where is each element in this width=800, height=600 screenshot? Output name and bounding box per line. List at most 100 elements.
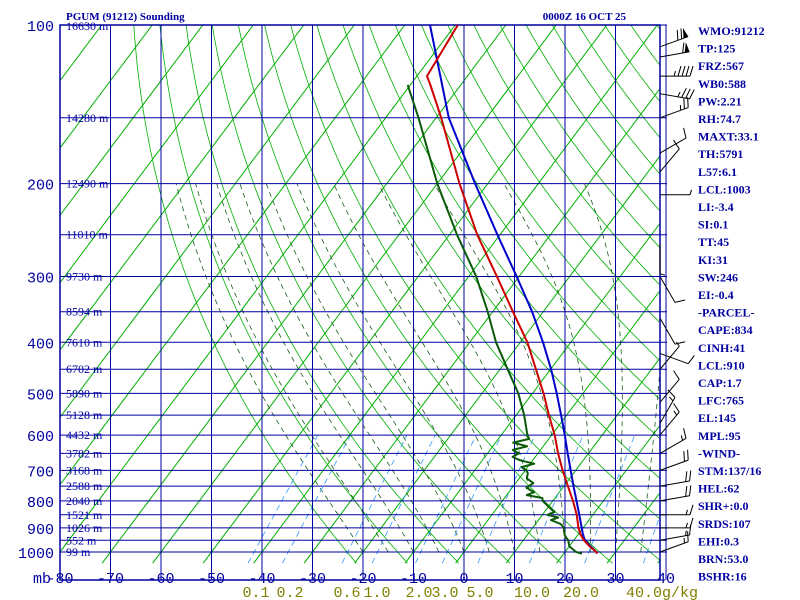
- temperature-tick-label: 20: [556, 571, 574, 588]
- isotherm-line: [60, 25, 456, 553]
- index-value: SRDS:107: [698, 517, 751, 531]
- pressure-tick-label: 700: [27, 464, 54, 481]
- wind-barb: [660, 504, 694, 516]
- isotherm-line: [152, 25, 557, 564]
- index-value: MAXT:33.1: [698, 130, 759, 144]
- dry-adiabat: [316, 25, 660, 520]
- wind-barb: [659, 403, 680, 436]
- plot-frame: [59, 24, 667, 581]
- pressure-tick-label: 800: [27, 495, 54, 512]
- index-value: PW:2.21: [698, 94, 742, 108]
- height-label: 1521 m: [66, 508, 103, 522]
- temperature-tick-label: -50: [198, 571, 225, 588]
- temperature-tick-label: -30: [299, 571, 326, 588]
- dry-adiabat: [237, 25, 562, 564]
- pressure-tick-label: 1000: [18, 546, 54, 563]
- index-value: WB0:588: [698, 77, 746, 91]
- pressure-tick-label: 600: [27, 429, 54, 446]
- index-value: RH:74.7: [698, 112, 741, 126]
- index-value: SW:246: [698, 270, 738, 284]
- index-value: LFC:765: [698, 394, 744, 408]
- index-value: CINH:41: [698, 341, 745, 355]
- height-label: 14280 m: [66, 111, 109, 125]
- wind-barb: [660, 517, 694, 529]
- isotherm-line: [455, 289, 660, 564]
- index-value: CAP:1.7: [698, 376, 742, 390]
- wind-barb: [660, 189, 692, 196]
- wind-barb: [659, 97, 689, 119]
- dry-adiabat: [473, 25, 660, 286]
- dry-adiabat: [368, 25, 660, 440]
- mixing-ratio-label: 0.1: [242, 585, 269, 600]
- index-value: BRN:53.0: [698, 552, 748, 566]
- dry-adiabat: [159, 25, 408, 564]
- frame-border: [59, 24, 661, 581]
- index-value: EHI:0.3: [698, 534, 739, 548]
- index-value: MPL:95: [698, 429, 741, 443]
- wind-barb: [659, 370, 680, 403]
- isotherm-line: [759, 13, 800, 563]
- isotherm-line: [60, 25, 355, 419]
- mixing-ratio-label: 10.0: [514, 585, 550, 600]
- mixing-ratio-line: [477, 434, 536, 564]
- dry-adiabat: [290, 25, 660, 561]
- index-value: TH:5791: [698, 147, 743, 161]
- wind-barbs: [659, 25, 695, 580]
- height-label: 5890 m: [66, 386, 103, 400]
- pressure-tick-label: 100: [27, 19, 54, 36]
- isotherm-line: [556, 424, 660, 564]
- height-labels: 16630 m 14280 m 12490 m 11010 m 9730 m 8594 m…: [66, 19, 109, 559]
- index-value: LI:-3.4: [698, 200, 734, 214]
- index-value: STM:137/16: [698, 464, 761, 478]
- moist-adiabat: [195, 183, 389, 553]
- height-label: 3782 m: [66, 446, 103, 460]
- temperature-tick-label: 0: [459, 571, 468, 588]
- mixing-ratio-line: [371, 434, 436, 564]
- height-label: 11010 m: [66, 228, 109, 242]
- pressure-tick-label: 300: [27, 270, 54, 287]
- dry-adiabat: [421, 25, 660, 362]
- isotherm-line: [60, 25, 305, 351]
- index-value: FRZ:567: [698, 59, 744, 73]
- wind-barb: [659, 389, 676, 424]
- mixing-ratio-line: [247, 434, 319, 564]
- mixing-ratio-line: [441, 434, 502, 564]
- wind-barb: [659, 524, 692, 541]
- dry-adiabat: [185, 25, 460, 564]
- height-label: 1026 m: [66, 521, 103, 535]
- index-value: EL:145: [698, 411, 736, 425]
- index-value: -WIND-: [698, 446, 740, 460]
- background-lines: [60, 13, 800, 564]
- temperature-tick-label: -70: [97, 571, 124, 588]
- mixing-ratio-label: 40.0: [626, 585, 662, 600]
- sounding-profiles: [406, 25, 598, 555]
- temperature-tick-label: -80: [46, 571, 73, 588]
- dry-adiabat: [342, 25, 660, 479]
- index-value: SHR+:0.0: [698, 499, 749, 513]
- moist-adiabat: [265, 183, 465, 553]
- mixing-ratio-line: [415, 434, 477, 564]
- pressure-tick-label: 500: [27, 387, 54, 404]
- wind-barb: [659, 317, 686, 345]
- height-label: 3168 m: [66, 463, 103, 477]
- wind-barb: [659, 449, 689, 471]
- wind-barb: [659, 485, 692, 502]
- index-value: LCL:1003: [698, 182, 751, 196]
- pressure-tick-label: 200: [27, 178, 54, 195]
- dry-adiabat: [264, 25, 613, 564]
- isotherm-line: [60, 25, 406, 486]
- index-value: TP:125: [698, 42, 735, 56]
- pressure-unit-label: mb: [33, 571, 51, 588]
- isotherm-line: [60, 25, 254, 284]
- index-value: L57:6.1: [698, 165, 737, 179]
- index-value: WMO:91212: [698, 24, 765, 38]
- temperature-tick-label: 30: [606, 571, 624, 588]
- isotherm-line: [101, 25, 507, 564]
- wind-barb: [659, 87, 695, 100]
- temperature-tick-label: -40: [248, 571, 275, 588]
- height-label: 5128 m: [66, 408, 103, 422]
- height-label: 8594 m: [66, 305, 103, 319]
- index-value: -PARCEL-: [698, 306, 754, 320]
- mixing-ratio-label: 2.0: [405, 585, 432, 600]
